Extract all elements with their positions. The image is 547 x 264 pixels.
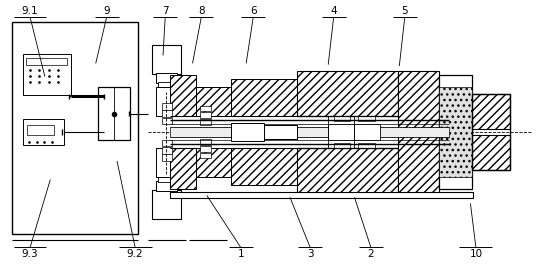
Text: 8: 8 — [198, 6, 205, 16]
Bar — [200, 146, 211, 152]
Text: 7: 7 — [162, 6, 168, 16]
Bar — [98, 87, 130, 140]
Bar — [439, 87, 472, 177]
Bar — [162, 110, 172, 117]
Text: 9: 9 — [103, 6, 110, 16]
Bar — [156, 181, 177, 191]
Bar — [152, 45, 181, 74]
Bar — [328, 124, 380, 140]
Bar — [472, 135, 510, 170]
Text: 5: 5 — [401, 6, 408, 16]
Bar — [231, 123, 264, 141]
Text: 6: 6 — [250, 6, 257, 16]
Bar — [162, 140, 172, 146]
Text: 9.1: 9.1 — [22, 6, 38, 16]
Bar — [158, 174, 174, 182]
Bar — [200, 112, 211, 118]
Bar — [27, 125, 54, 135]
Bar — [152, 190, 181, 219]
Bar — [162, 118, 172, 124]
Bar — [162, 103, 172, 110]
Bar — [162, 147, 172, 154]
Bar — [158, 82, 174, 90]
Bar — [26, 58, 67, 65]
Text: 4: 4 — [330, 6, 337, 16]
Bar — [358, 116, 375, 121]
Bar — [12, 22, 138, 234]
Bar — [200, 153, 211, 158]
Bar — [170, 75, 196, 116]
Bar — [156, 73, 177, 83]
Bar — [156, 148, 170, 177]
Bar — [297, 71, 398, 116]
Bar — [23, 119, 64, 145]
Bar — [472, 94, 510, 129]
Text: 2: 2 — [368, 249, 374, 259]
Bar — [334, 143, 350, 148]
Bar — [398, 71, 439, 193]
Bar — [170, 148, 196, 189]
Bar — [297, 148, 398, 193]
Bar — [358, 143, 375, 148]
Bar — [439, 75, 472, 189]
Text: 1: 1 — [237, 249, 244, 259]
Bar — [196, 148, 231, 177]
Text: 10: 10 — [469, 249, 482, 259]
Bar — [170, 127, 449, 137]
Text: 9.2: 9.2 — [127, 249, 143, 259]
Bar — [162, 154, 172, 161]
Bar — [231, 148, 297, 185]
Bar — [334, 116, 350, 121]
Bar — [170, 192, 473, 198]
Text: 9.3: 9.3 — [22, 249, 38, 259]
Text: 3: 3 — [307, 249, 313, 259]
Bar — [23, 54, 71, 95]
Bar — [200, 106, 211, 111]
Bar — [156, 87, 170, 116]
Bar — [196, 87, 231, 116]
Bar — [200, 119, 211, 125]
Bar — [231, 79, 297, 116]
Bar — [264, 125, 297, 139]
Bar — [200, 139, 211, 145]
